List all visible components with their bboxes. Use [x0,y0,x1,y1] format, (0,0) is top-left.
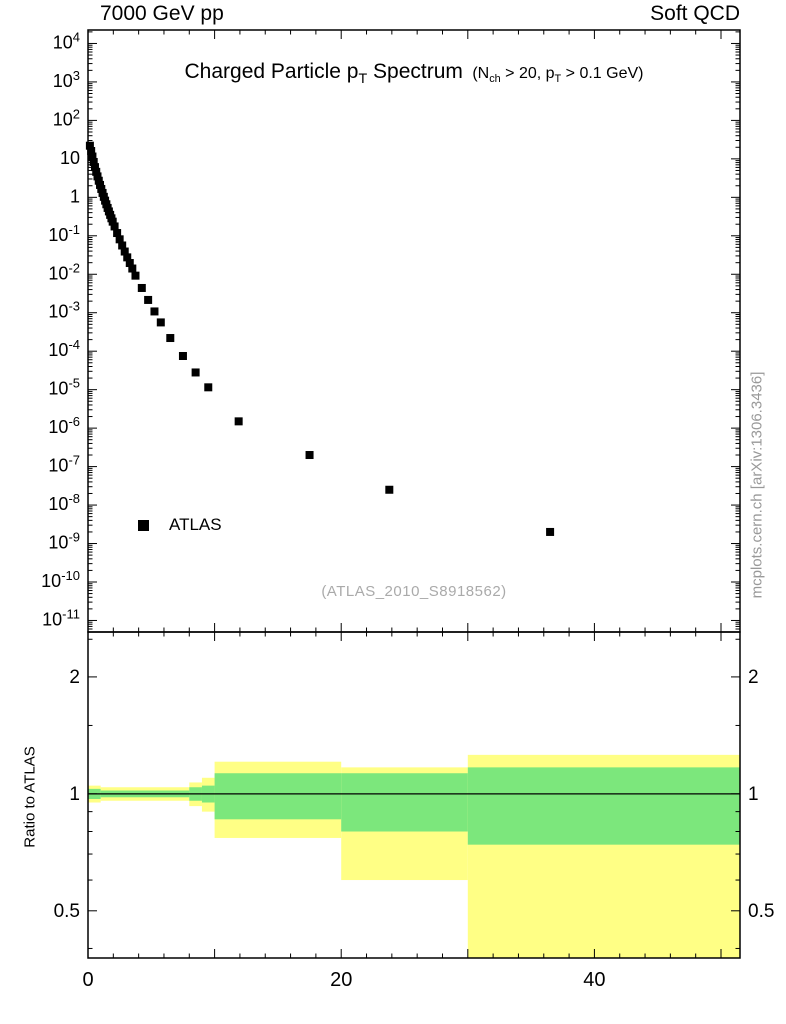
svg-text:40: 40 [583,969,605,991]
svg-text:0.5: 0.5 [748,901,774,922]
svg-text:10-5: 10-5 [48,376,80,399]
svg-text:10-7: 10-7 [48,453,80,476]
title-cond-post: > 0.1 GeV) [561,65,644,82]
legend-square-marker-icon [138,519,149,531]
header-beam-energy: 7000 GeV pp [100,2,224,25]
title-cond-mid: > 20, p [500,65,555,82]
analysis-id-watermark: (ATLAS_2010_S8918562) [321,583,507,600]
axis-ticks [87,30,740,958]
legend-label: ATLAS [169,515,222,534]
title-condition: (Nch > 20, pT > 0.1 GeV) [472,65,644,86]
panel-frames [87,29,741,959]
svg-text:10-2: 10-2 [48,260,80,283]
axis-tick-labels: 10410310210110-110-210-310-410-510-610-7… [41,29,774,991]
title-main-text: Charged Particle p [184,60,359,83]
svg-text:10-8: 10-8 [48,491,80,514]
svg-text:1: 1 [70,186,80,206]
svg-text:20: 20 [330,969,352,991]
title-main-tail: Spectrum [367,60,463,83]
title-main: Charged Particle pT Spectrum [184,60,463,87]
svg-text:10-9: 10-9 [48,530,80,553]
side-citation-note: mcplots.cern.ch [arXiv:1306.3436] [748,371,766,599]
title-cond-sub-nch: ch [489,73,501,86]
svg-text:104: 104 [53,29,80,52]
title-cond-pre: (N [472,65,490,82]
svg-text:10: 10 [60,148,80,168]
svg-text:102: 102 [53,106,80,129]
svg-text:0: 0 [82,969,93,991]
svg-text:2: 2 [748,667,759,688]
legend: ATLAS [138,515,222,535]
title-cond-sub-pt: T [554,73,562,86]
svg-text:10-1: 10-1 [48,222,80,245]
header-process-group: Soft QCD [650,2,740,25]
svg-text:103: 103 [53,68,80,91]
svg-text:2: 2 [69,667,80,688]
svg-text:10-3: 10-3 [48,299,80,322]
plot-title: Charged Particle pT Spectrum (Nch > 20, … [88,60,740,87]
svg-text:10-4: 10-4 [48,337,80,360]
svg-text:0.5: 0.5 [54,901,80,922]
title-sub-pt: T [358,71,368,88]
svg-text:1: 1 [748,784,759,805]
ratio-axis-label: Ratio to ATLAS [21,746,39,848]
spectrum-data-points [85,141,555,536]
svg-text:1: 1 [69,784,80,805]
ratio-band-inner [88,767,740,845]
svg-text:10-10: 10-10 [41,568,80,591]
svg-text:10-6: 10-6 [48,414,80,437]
svg-text:10-11: 10-11 [42,606,80,629]
